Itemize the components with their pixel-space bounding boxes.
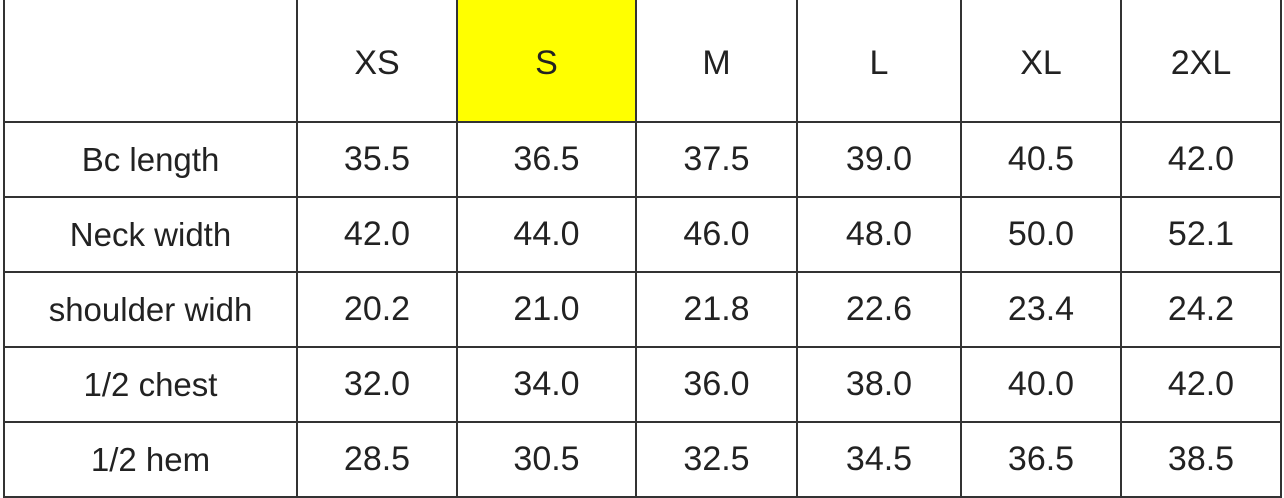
table-cell: 39.0 — [796, 121, 962, 198]
table-cell: 48.0 — [796, 196, 962, 273]
column-header-xl: XL — [960, 0, 1122, 123]
table-cell: 23.4 — [960, 271, 1122, 348]
table-cell: 42.0 — [296, 196, 458, 273]
table-cell: 38.5 — [1120, 421, 1282, 498]
table-row: Bc length 35.5 36.5 37.5 39.0 40.5 42.0 — [3, 121, 1282, 198]
table-cell: 36.5 — [456, 121, 637, 198]
table-cell: 32.5 — [635, 421, 798, 498]
column-header-m: M — [635, 0, 798, 123]
table-cell: 40.0 — [960, 346, 1122, 423]
table-row: 1/2 chest 32.0 34.0 36.0 38.0 40.0 42.0 — [3, 346, 1282, 423]
table-row: Neck width 42.0 44.0 46.0 48.0 50.0 52.1 — [3, 196, 1282, 273]
column-header-xs: XS — [296, 0, 458, 123]
table-cell: 36.0 — [635, 346, 798, 423]
table-cell: 52.1 — [1120, 196, 1282, 273]
table-cell: 24.2 — [1120, 271, 1282, 348]
column-header-s: S — [456, 0, 637, 123]
table-cell: 50.0 — [960, 196, 1122, 273]
table-cell: 38.0 — [796, 346, 962, 423]
table-row: shoulder widh 20.2 21.0 21.8 22.6 23.4 24.2 — [3, 271, 1282, 348]
table-cell: 35.5 — [296, 121, 458, 198]
size-chart-table: XS S M L XL 2XL Bc length 35.5 36.5 37.5 39.0 40.5 4… — [3, 0, 1282, 498]
table-cell: 42.0 — [1120, 346, 1282, 423]
table-cell: 36.5 — [960, 421, 1122, 498]
table-cell: 21.8 — [635, 271, 798, 348]
corner-cell — [3, 0, 298, 123]
header-row: XS S M L XL 2XL — [3, 0, 1282, 123]
row-label: shoulder widh — [3, 271, 298, 348]
column-header-2xl: 2XL — [1120, 0, 1282, 123]
row-label: Neck width — [3, 196, 298, 273]
row-label: 1/2 hem — [3, 421, 298, 498]
table-cell: 46.0 — [635, 196, 798, 273]
table-cell: 40.5 — [960, 121, 1122, 198]
row-label: 1/2 chest — [3, 346, 298, 423]
table-cell: 37.5 — [635, 121, 798, 198]
column-header-l: L — [796, 0, 962, 123]
table-row: 1/2 hem 28.5 30.5 32.5 34.5 36.5 38.5 — [3, 421, 1282, 498]
table-cell: 28.5 — [296, 421, 458, 498]
table-cell: 32.0 — [296, 346, 458, 423]
table-cell: 20.2 — [296, 271, 458, 348]
table-cell: 21.0 — [456, 271, 637, 348]
table-cell: 44.0 — [456, 196, 637, 273]
table-cell: 30.5 — [456, 421, 637, 498]
table-cell: 34.0 — [456, 346, 637, 423]
table-cell: 34.5 — [796, 421, 962, 498]
table-cell: 22.6 — [796, 271, 962, 348]
table-cell: 42.0 — [1120, 121, 1282, 198]
row-label: Bc length — [3, 121, 298, 198]
